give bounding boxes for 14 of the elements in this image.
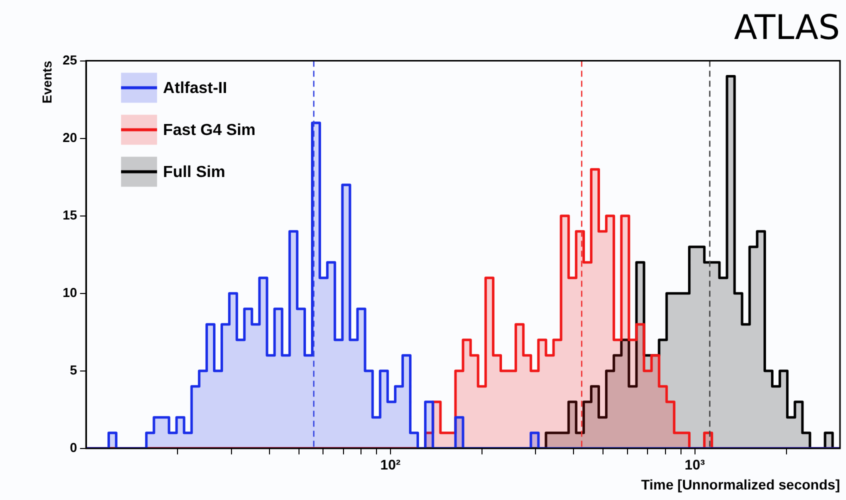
y-axis-title: Events — [39, 60, 54, 104]
x-tick-label: 10² — [380, 456, 401, 473]
chart-title: ATLAS — [734, 8, 840, 48]
y-tick-label: 10 — [62, 284, 78, 300]
legend-label: Full Sim — [163, 164, 226, 182]
y-tick-label: 20 — [62, 130, 78, 145]
x-tick-label: 10³ — [684, 456, 706, 473]
x-axis-title: Time [Unnormalized seconds] — [641, 476, 840, 492]
legend-label: Fast G4 Sim — [163, 122, 256, 140]
legend-label: Atlfast-II — [163, 80, 228, 98]
y-tick-label: 5 — [70, 362, 78, 378]
y-tick-label: 25 — [62, 52, 78, 68]
y-tick-label: 0 — [70, 440, 78, 455]
y-tick-label: 15 — [62, 207, 78, 222]
